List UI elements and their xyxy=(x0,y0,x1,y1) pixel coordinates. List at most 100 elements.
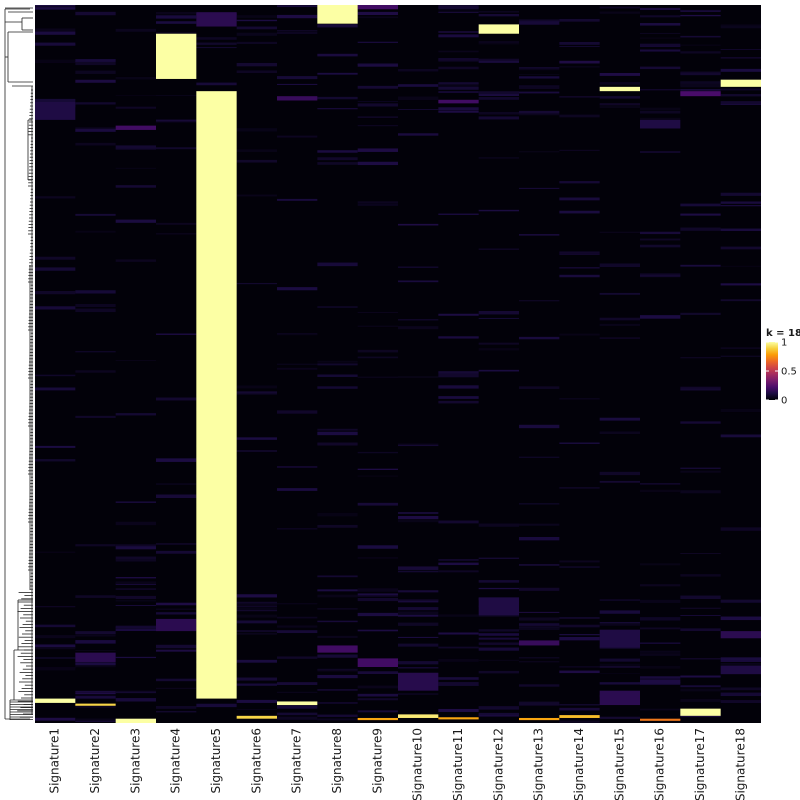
heatmap-cell xyxy=(599,673,640,674)
heatmap-cell xyxy=(236,15,277,18)
heatmap-cell xyxy=(236,683,277,686)
heatmap-cell xyxy=(357,41,398,43)
heatmap-cell xyxy=(317,512,358,517)
heatmap-cell xyxy=(156,678,197,682)
heatmap-cell xyxy=(115,28,156,32)
heatmap-cell xyxy=(277,410,318,414)
heatmap-cell xyxy=(317,524,358,528)
heatmap-cell xyxy=(519,151,560,153)
heatmap-cell xyxy=(277,76,318,80)
heatmap-cell xyxy=(559,636,600,641)
heatmap-cell xyxy=(156,15,197,19)
heatmap-cell xyxy=(640,7,681,11)
heatmap-cell xyxy=(720,299,761,302)
heatmap-cell xyxy=(75,666,116,668)
heatmap-cell xyxy=(559,703,600,706)
heatmap-cell xyxy=(277,630,318,634)
heatmap-cell xyxy=(559,181,600,184)
column-label: Signature12 xyxy=(491,728,505,800)
heatmap-cell xyxy=(196,82,237,86)
heatmap-cell xyxy=(236,659,277,663)
column-label: Signature17 xyxy=(693,728,707,800)
heatmap-cell xyxy=(720,657,761,661)
heatmap-cell xyxy=(236,614,277,618)
column-label: Signature16 xyxy=(653,728,667,800)
heatmap-cell xyxy=(357,161,398,166)
heatmap-cell xyxy=(478,60,519,63)
heatmap-cell xyxy=(519,110,560,114)
heatmap-cell xyxy=(115,698,156,702)
heatmap-cell xyxy=(75,308,116,313)
heatmap-cell xyxy=(720,79,761,87)
heatmap-cell xyxy=(720,24,761,27)
heatmap-cell xyxy=(398,280,439,283)
heatmap-cell xyxy=(357,629,398,632)
heatmap-cell xyxy=(156,483,197,485)
heatmap-cell xyxy=(720,205,761,207)
heatmap-cell xyxy=(519,112,560,116)
heatmap-cell xyxy=(115,577,156,579)
heatmap-cell xyxy=(357,468,398,470)
heatmap-cell xyxy=(277,367,318,370)
heatmap-cell xyxy=(156,21,197,24)
heatmap-cell xyxy=(478,10,519,13)
heatmap-cell xyxy=(640,49,681,52)
heatmap-cell xyxy=(75,640,116,644)
column-label: Signature8 xyxy=(330,728,344,794)
heatmap-cell xyxy=(236,709,277,710)
heatmap-cell xyxy=(559,274,600,278)
heatmap-cell xyxy=(115,167,156,169)
heatmap-cell xyxy=(236,715,277,719)
heatmap-cell xyxy=(519,21,560,25)
heatmap-cell xyxy=(559,333,600,336)
heatmap-cell xyxy=(680,9,721,11)
heatmap-cell xyxy=(680,615,721,616)
heatmap-cell xyxy=(559,442,600,445)
heatmap-cell xyxy=(357,63,398,67)
heatmap-cell xyxy=(559,566,600,568)
heatmap-cell xyxy=(599,622,640,624)
heatmap-cell xyxy=(115,501,156,504)
heatmap-cell xyxy=(398,133,439,136)
heatmap-cell xyxy=(35,5,76,7)
heatmap-cell xyxy=(398,607,439,611)
legend-tick-label: 0 xyxy=(781,396,787,407)
heatmap-cell xyxy=(599,104,640,109)
heatmap-cell xyxy=(196,703,237,708)
heatmap-cell xyxy=(519,234,560,236)
heatmap-cell xyxy=(640,599,681,603)
heatmap-cell xyxy=(115,690,156,694)
heatmap-cell xyxy=(75,130,116,132)
heatmap-cell xyxy=(559,624,600,628)
heatmap-cell xyxy=(438,110,479,113)
heatmap-cell xyxy=(720,660,761,662)
heatmap-cell xyxy=(75,127,116,131)
heatmap-cell xyxy=(680,312,721,315)
heatmap-cell xyxy=(277,466,318,468)
heatmap-cell xyxy=(519,623,560,626)
column-labels: Signature1 Signature2 Signature3 Signature4… xyxy=(48,728,748,800)
heatmap-cell xyxy=(599,6,640,9)
heatmap-cell xyxy=(478,111,519,115)
heatmap-cell xyxy=(438,86,479,90)
heatmap-cell xyxy=(357,103,398,107)
heatmap-cell xyxy=(599,624,640,626)
heatmap-cell xyxy=(640,117,681,121)
heatmap-cell xyxy=(277,616,318,619)
heatmap-cell xyxy=(35,101,76,120)
heatmap-cell xyxy=(519,187,560,190)
heatmap-cell xyxy=(720,434,761,438)
heatmap-cell xyxy=(115,76,156,80)
heatmap-cell xyxy=(640,708,681,711)
heatmap-cell xyxy=(438,5,479,8)
heatmap-cell xyxy=(35,256,76,260)
heatmap-cell xyxy=(478,41,519,44)
heatmap-cell xyxy=(35,551,76,553)
heatmap-cell xyxy=(156,649,197,652)
heatmap-cell xyxy=(680,51,721,54)
heatmap-cell xyxy=(559,66,600,68)
heatmap-cell xyxy=(75,142,116,146)
heatmap-cell xyxy=(519,684,560,687)
heatmap-cell xyxy=(357,16,398,19)
heatmap-cell xyxy=(599,480,640,483)
